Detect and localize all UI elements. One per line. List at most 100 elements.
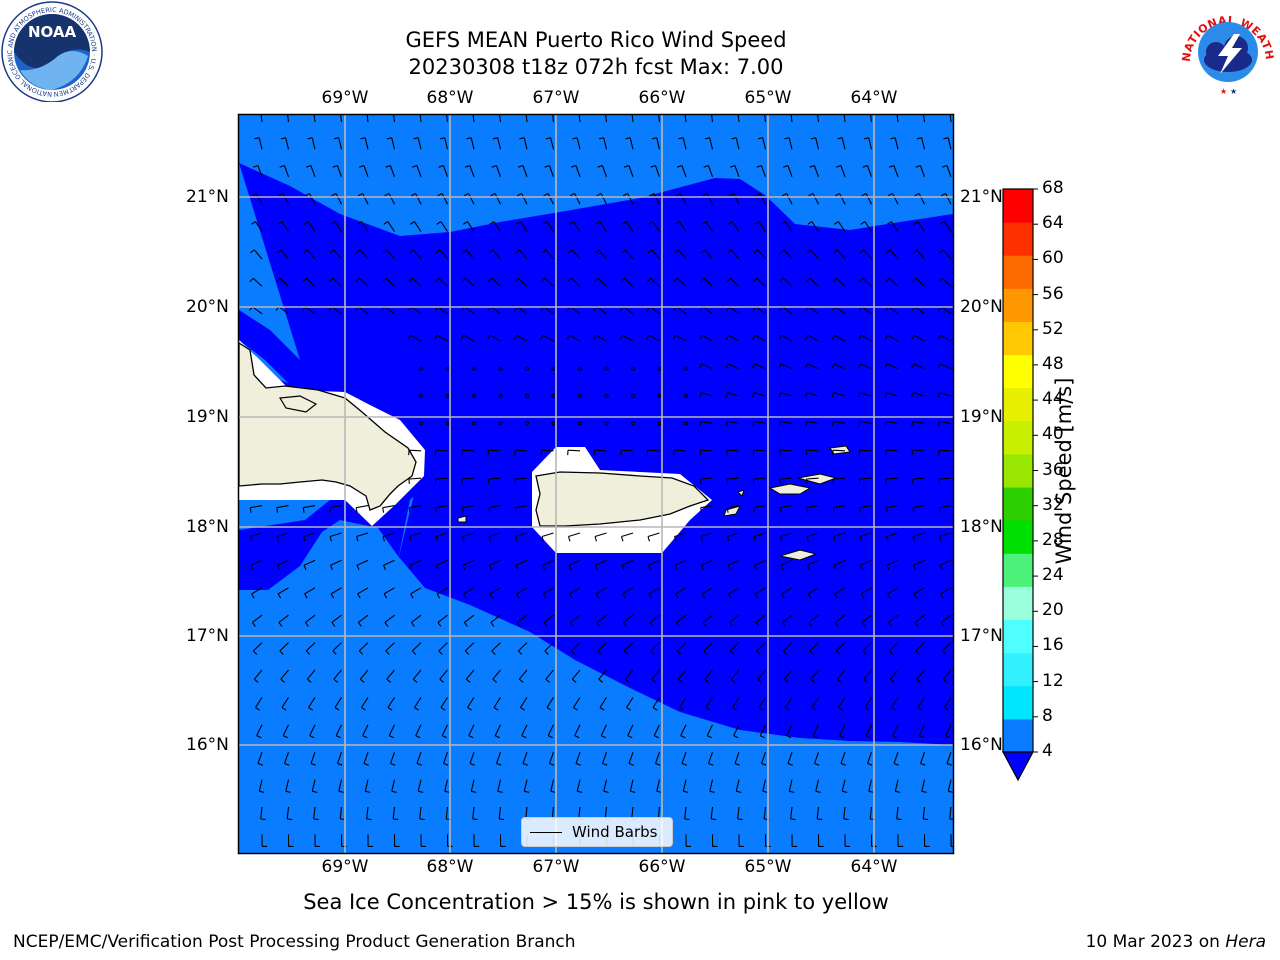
wind-barb-staff: [543, 306, 554, 315]
wind-barb-flag: [779, 536, 783, 542]
wind-barb-flag: [895, 790, 901, 793]
wind-barb-staff: [306, 669, 316, 680]
colorbar-segment: [1003, 487, 1033, 521]
wind-barb-flag: [543, 622, 548, 627]
wind-barb-staff: [762, 137, 767, 150]
wind-barb-staff: [759, 193, 766, 205]
wind-barb-staff: [383, 559, 395, 566]
wind-barb-staff: [886, 559, 899, 566]
wind-barb-flag: [307, 137, 313, 140]
wind-barb-staff: [517, 614, 528, 623]
lon-label-top: 64°W: [850, 88, 898, 108]
wind-barb-staff: [890, 221, 899, 232]
wind-barb-staff: [648, 587, 660, 595]
wind-barb-flag: [862, 650, 867, 655]
calm-barb: [657, 393, 662, 399]
wind-barb-flag: [672, 334, 677, 340]
wind-barb-flag: [603, 790, 609, 793]
wind-barb-staff: [416, 752, 422, 764]
wind-barb-staff: [786, 193, 793, 205]
wind-barb-staff: [415, 193, 422, 205]
wind-barb-staff: [864, 221, 872, 232]
wind-barb-flag: [940, 622, 945, 627]
wind-barb-staff: [704, 669, 713, 680]
wind-barb-staff: [729, 277, 740, 287]
wind-barb-staff: [280, 249, 289, 260]
wind-barb-staff: [391, 137, 396, 150]
wind-barb-staff: [335, 193, 342, 205]
wind-barb-staff: [676, 306, 687, 315]
colorbar-segment: [1003, 619, 1033, 654]
wind-barb-flag: [757, 137, 763, 140]
wind-barb-staff: [279, 277, 289, 287]
wind-barb-staff: [711, 115, 714, 123]
wind-barb-staff: [436, 587, 448, 595]
wind-barb-staff: [779, 477, 793, 480]
wind-barb-staff: [894, 779, 899, 792]
wind-barb-staff: [735, 779, 740, 792]
wind-barb-staff: [411, 306, 422, 315]
wind-barb-flag: [280, 678, 286, 683]
wind-barb-staff: [463, 587, 475, 595]
wind-barb-flag: [937, 363, 941, 369]
wind-barb-staff: [625, 221, 634, 232]
wind-barb-flag: [251, 622, 256, 627]
wind-barb-staff: [628, 752, 634, 764]
wind-barb-flag: [487, 334, 491, 340]
wind-barb-staff: [388, 724, 395, 736]
land-hispaniola: [239, 342, 417, 511]
wind-barb-staff: [649, 306, 660, 315]
wind-barb-staff: [707, 165, 714, 177]
wind-barb-flag: [249, 536, 253, 542]
wind-barb-flag: [778, 334, 783, 340]
wind-barb-staff: [833, 420, 846, 424]
wind-barb-staff: [726, 449, 740, 452]
colorbar-segment: [1003, 553, 1033, 587]
wind-barb-flag: [887, 593, 891, 599]
wind-barb-flag: [753, 507, 756, 513]
wind-barb-staff: [627, 724, 634, 736]
wind-barb-staff: [411, 277, 422, 287]
wind-barb-flag: [491, 650, 496, 655]
wind-barb-staff: [841, 779, 846, 792]
wind-barb-flag: [945, 735, 951, 739]
wind-barb-flag: [884, 363, 888, 369]
wind-barb-staff: [938, 449, 952, 452]
wind-barb-flag: [462, 249, 467, 254]
lon-label-bottom: 65°W: [744, 857, 792, 877]
wind-barb-flag: [461, 277, 466, 283]
wind-barb-staff: [733, 193, 740, 205]
wind-barb-flag: [489, 221, 495, 225]
wind-barb-staff: [865, 193, 872, 205]
wind-barb-flag: [757, 678, 763, 683]
wind-barb-staff: [836, 669, 846, 680]
wind-barb-staff: [548, 752, 555, 764]
wind-barb-staff: [389, 165, 396, 177]
wind-barb-staff: [753, 532, 766, 538]
wind-barb-staff: [440, 697, 448, 708]
wind-barb-staff: [947, 137, 952, 150]
wind-barb-flag: [419, 818, 425, 821]
wind-barb-flag: [700, 536, 704, 542]
wind-barb-staff: [493, 221, 501, 232]
calm-barb: [418, 421, 424, 426]
wind-barb-flag: [408, 507, 411, 513]
wind-barb-flag: [461, 536, 465, 542]
wind-barb-flag: [705, 707, 711, 711]
wind-barb-staff: [467, 697, 475, 708]
wind-barb-staff: [735, 137, 740, 150]
wind-barb-flag: [594, 249, 600, 254]
wind-barb-staff: [523, 779, 528, 792]
wind-barb-staff: [787, 752, 793, 764]
wind-barb-staff: [939, 505, 952, 509]
wind-barb-staff: [891, 697, 899, 708]
wind-barb-staff: [251, 587, 263, 595]
lon-label-top: 69°W: [321, 88, 369, 108]
colorbar-tick-label: 24: [1042, 565, 1064, 586]
wind-barb-staff: [915, 277, 925, 287]
wind-barb-staff: [359, 249, 369, 260]
wind-barb-flag: [409, 221, 415, 225]
wind-barb-flag: [834, 593, 838, 599]
wind-barb-flag: [911, 392, 914, 398]
wind-barb-flag: [620, 536, 624, 542]
